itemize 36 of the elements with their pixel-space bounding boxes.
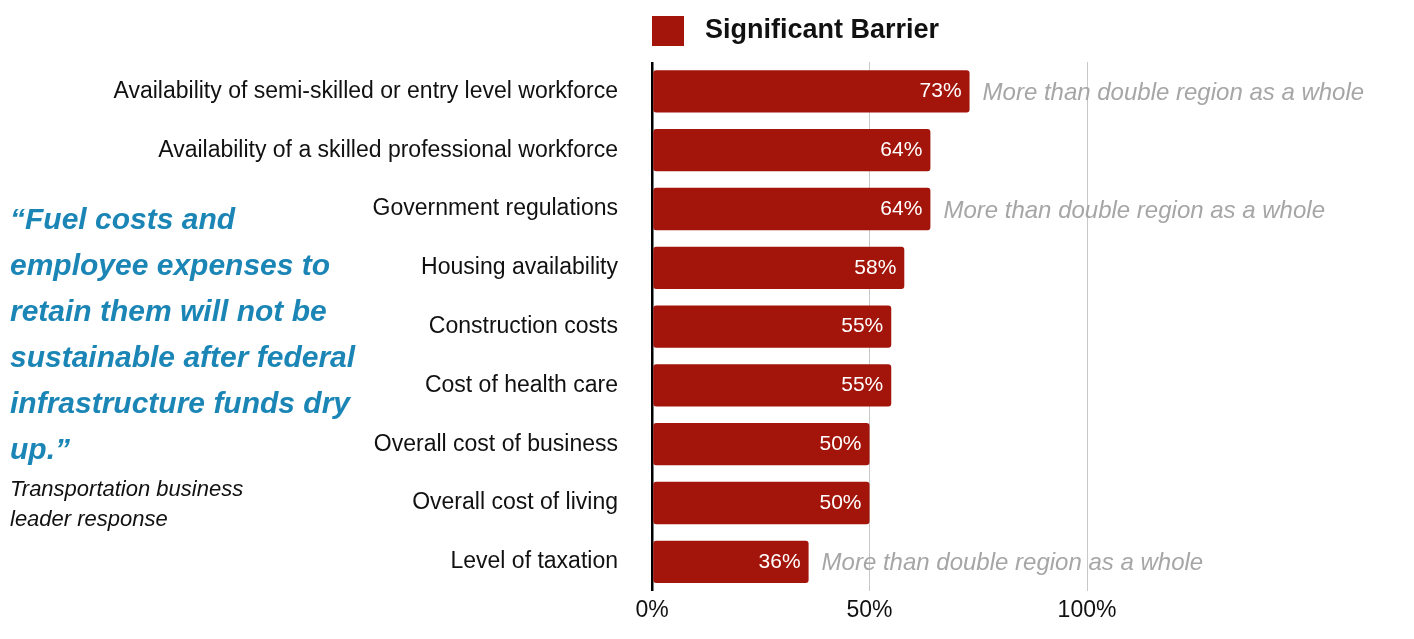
- y-tick-label: Government regulations: [372, 194, 618, 221]
- data-label: 55%: [841, 313, 884, 337]
- annotation: More than double region as a whole: [943, 195, 1325, 223]
- x-tick-label: 100%: [1057, 596, 1117, 623]
- bar: [653, 246, 905, 289]
- text: Transportation business leader response: [10, 475, 245, 533]
- data-label: 64%: [880, 195, 923, 219]
- bar: [653, 305, 892, 348]
- bar: [653, 70, 970, 113]
- y-tick-label: Construction costs: [428, 311, 618, 338]
- y-tick-label: Cost of health care: [424, 370, 618, 397]
- x-tick-label: 50%: [846, 596, 893, 623]
- data-label: 64%: [880, 137, 923, 160]
- bar: [653, 364, 892, 407]
- legend-label: Significant Barrier: [705, 14, 940, 45]
- y-tick-label: Availability of semi-skilled or entry level workforce: [113, 76, 618, 103]
- data-label: 55%: [841, 372, 884, 396]
- y-tick-label: Availability of a skilled professional workforce: [158, 135, 618, 162]
- data-label: 50%: [819, 489, 862, 513]
- annotation: More than double region as a whole: [821, 548, 1204, 576]
- data-label: 36%: [758, 548, 801, 572]
- y-tick-label: Housing availability: [421, 253, 619, 280]
- bar: [653, 423, 870, 466]
- bar: [653, 187, 931, 231]
- bar: [653, 129, 931, 172]
- y-tick-label: Overall cost of living: [412, 488, 618, 515]
- data-label: 50%: [819, 431, 862, 454]
- x-tick-label: 0%: [635, 596, 669, 623]
- y-tick-label: Level of taxation: [450, 547, 618, 574]
- text: “Fuel costs and employee expenses to retain them will not be sustainable after federal infrastructure funds dry up.”: [10, 201, 357, 467]
- data-label: 58%: [854, 254, 897, 278]
- data-label: 73%: [919, 78, 962, 102]
- bar: [653, 540, 809, 583]
- annotation: More than double region as a whole: [982, 78, 1365, 106]
- y-tick-label: Overall cost of business: [373, 429, 618, 456]
- bar: [653, 481, 870, 525]
